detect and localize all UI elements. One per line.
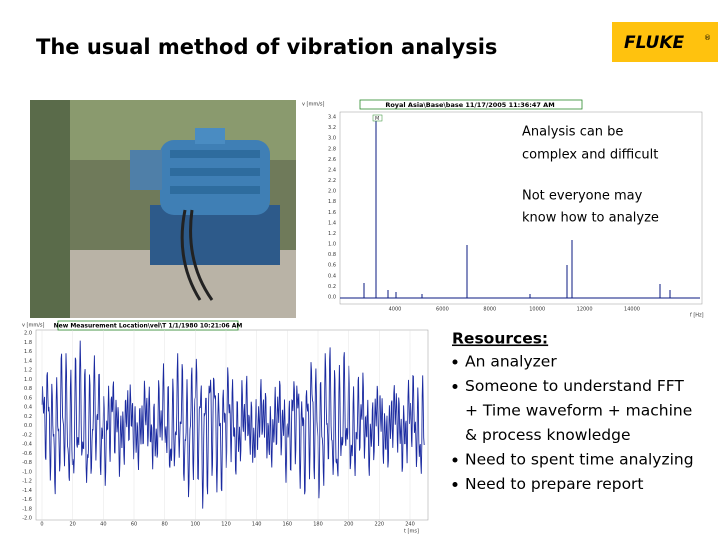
y-tick-label: 1.6: [328, 210, 336, 216]
waveform-x-label: t [ms]: [404, 529, 419, 535]
x-tick-label: 140: [252, 522, 262, 528]
x-tick-label: 14000: [624, 307, 640, 313]
resource-item: Need to spent time analyzing: [465, 451, 694, 469]
y-tick-label: -0.6: [22, 451, 32, 457]
x-tick-label: 12000: [577, 307, 593, 313]
callout-line: complex and difficult: [522, 148, 658, 163]
x-tick-label: 0: [40, 522, 43, 528]
y-tick-label: 0.0: [24, 423, 32, 429]
x-tick-label: 6000: [436, 307, 449, 313]
y-tick-label: -2.0: [22, 516, 32, 522]
resource-item: + Time waveform + machine: [465, 402, 692, 420]
y-tick-label: 1.4: [24, 358, 32, 364]
spectrum-x-label: f [Hz]: [690, 313, 704, 319]
resource-item: An analyzer: [465, 353, 557, 371]
x-tick-label: 100: [191, 522, 201, 528]
y-tick-label: -0.4: [22, 442, 32, 448]
resource-item: Someone to understand FFT: [465, 377, 684, 395]
y-tick-label: 0.4: [24, 405, 32, 411]
spectrum-title: Royal Asia\Base\base 11/17/2005 11:36:47…: [385, 101, 554, 109]
spectrum-y-label: v [mm/s]: [302, 102, 325, 108]
waveform-trace: [41, 340, 425, 509]
slide-title: The usual method of vibration analysis: [36, 35, 497, 59]
spectrum-trace: [340, 118, 700, 299]
y-tick-label: -1.0: [22, 469, 32, 475]
waveform-chart: [35, 320, 429, 521]
y-tick-label: -1.6: [22, 497, 32, 503]
y-tick-label: 2.8: [328, 146, 336, 152]
y-tick-label: 3.4: [328, 115, 336, 121]
x-tick-label: 120: [221, 522, 231, 528]
x-tick-label: 10000: [529, 307, 545, 313]
y-tick-label: 2.6: [328, 157, 336, 163]
x-tick-label: 20: [69, 522, 75, 528]
x-tick-label: 240: [405, 522, 415, 528]
y-tick-label: 0.6: [24, 395, 32, 401]
y-tick-label: 1.2: [24, 368, 32, 374]
x-tick-label: 8000: [483, 307, 496, 313]
y-tick-label: 1.8: [328, 199, 336, 205]
y-tick-label: 0.6: [328, 263, 336, 269]
y-tick-label: 0.4: [328, 273, 336, 279]
x-tick-label: 80: [161, 522, 167, 528]
y-tick-label: 0.8: [328, 252, 336, 258]
waveform-title: New Measurement Location\vel\T 1/1/1980 …: [54, 323, 243, 330]
y-tick-label: 1.0: [24, 377, 32, 383]
y-tick-label: 1.2: [328, 231, 336, 237]
y-tick-label: -0.8: [22, 460, 32, 466]
y-tick-label: 0.0: [328, 295, 336, 301]
y-tick-label: 1.4: [328, 220, 336, 226]
y-tick-label: -0.2: [22, 432, 32, 438]
y-tick-label: 3.2: [328, 125, 336, 131]
peak-label: M: [375, 116, 379, 122]
logo-mark: ®: [704, 34, 711, 42]
logo-text: FLUKE: [624, 33, 684, 53]
x-tick-label: 180: [313, 522, 323, 528]
x-tick-label: 160: [283, 522, 293, 528]
bullet: [452, 359, 458, 365]
y-tick-label: 2.2: [328, 178, 336, 184]
y-tick-label: 2.0: [328, 189, 336, 195]
y-tick-label: 3.0: [328, 136, 336, 142]
y-tick-label: 1.8: [24, 340, 32, 346]
y-tick-label: 1.6: [24, 349, 32, 355]
callout-line: know how to analyze: [522, 211, 659, 226]
logo-box: [612, 22, 718, 62]
x-tick-label: 220: [375, 522, 385, 528]
bullet: [452, 482, 458, 487]
y-tick-label: -1.2: [22, 479, 32, 485]
y-tick-label: -1.8: [22, 506, 32, 512]
resource-item: Need to prepare report: [465, 475, 644, 493]
y-tick-label: 1.0: [328, 242, 336, 248]
x-tick-label: 40: [100, 522, 106, 528]
y-tick-label: 0.2: [24, 414, 32, 420]
waveform-y-label: v [mm/s]: [22, 323, 45, 329]
y-tick-label: -1.4: [22, 488, 32, 494]
photo: [30, 100, 296, 318]
callout-line: Analysis can be: [522, 125, 623, 140]
spectrum-chart: M: [339, 99, 703, 305]
bullet: [452, 457, 458, 463]
resources-heading: Resources:: [452, 330, 548, 348]
y-tick-label: 2.0: [24, 331, 32, 337]
x-tick-label: 60: [131, 522, 137, 528]
resource-item: & process knowledge: [465, 426, 631, 444]
y-tick-label: 0.2: [328, 284, 336, 290]
y-tick-label: 0.8: [24, 386, 32, 392]
y-tick-label: 2.4: [328, 167, 336, 173]
x-tick-label: 4000: [389, 307, 402, 313]
callout-line: Not everyone may: [522, 189, 643, 204]
bullet: [452, 384, 458, 389]
x-tick-label: 200: [344, 522, 354, 528]
